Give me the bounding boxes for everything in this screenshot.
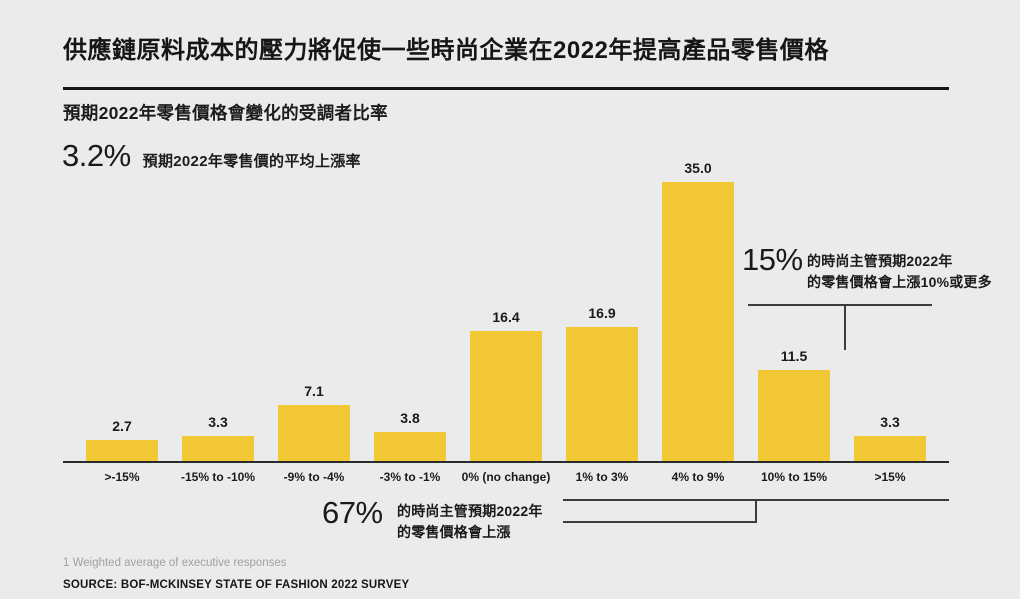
bar (374, 432, 446, 462)
annotation-text-line1: 的時尚主管預期2022年 (807, 253, 953, 269)
source-line: SOURCE: BOF-MCKINSEY STATE OF FASHION 20… (63, 579, 410, 591)
bar-category-label: 4% to 9% (671, 470, 725, 484)
page-title: 供應鏈原料成本的壓力將促使一些時尚企業在2022年提高產品零售價格 (63, 37, 829, 64)
stat-value: 3.2% (62, 138, 131, 173)
bar (566, 327, 638, 462)
bar-value-label: 3.3 (880, 414, 900, 430)
footnote: 1 Weighted average of executive response… (63, 557, 287, 569)
average-increase-stat: 3.2% 預期2022年零售價的平均上漲率 (62, 138, 361, 174)
chart-subtitle: 預期2022年零售價格會變化的受調者比率 (63, 103, 388, 123)
bracket-line (748, 304, 932, 306)
bar-value-label: 3.8 (400, 410, 420, 426)
annotation-value: 67% (322, 495, 383, 530)
stat-label: 預期2022年零售價的平均上漲率 (142, 153, 361, 170)
bracket-tick (755, 499, 757, 523)
bar (470, 331, 542, 462)
bar-category-label: >15% (874, 470, 906, 484)
bar (854, 436, 926, 462)
bar (278, 405, 350, 462)
x-axis-line (63, 461, 949, 463)
bracket-tick (844, 304, 846, 350)
bar (662, 182, 734, 462)
bar-value-label: 3.3 (208, 414, 228, 430)
bar-value-label: 2.7 (112, 418, 132, 434)
annotation-text: 的時尚主管預期2022年 的零售價格會上漲 (397, 501, 543, 543)
bar-value-label: 35.0 (684, 160, 712, 176)
title-divider (63, 87, 949, 90)
bracket-connector-line (563, 521, 755, 523)
bar (758, 370, 830, 462)
bar-value-label: 16.9 (588, 305, 616, 321)
annotation-text-line2: 的零售價格會上漲10%或更多 (807, 274, 992, 290)
annotation-text: 的時尚主管預期2022年 的零售價格會上漲10%或更多 (807, 251, 992, 293)
annotation-value: 15% (742, 242, 803, 277)
bar-category-label: >-15% (104, 470, 140, 484)
annotation-text-line2: 的零售價格會上漲 (397, 524, 511, 540)
bar-value-label: 16.4 (492, 309, 520, 325)
bar-category-label: -15% to -10% (180, 470, 256, 484)
annotation-text-line1: 的時尚主管預期2022年 (397, 503, 543, 519)
bar (86, 440, 158, 462)
bar-category-label: -9% to -4% (283, 470, 345, 484)
bar-category-label: 10% to 15% (760, 470, 828, 484)
bar-value-label: 7.1 (304, 383, 324, 399)
bar-category-label: 0% (no change) (461, 470, 551, 484)
bar (182, 436, 254, 462)
bar-value-label: 11.5 (780, 348, 808, 364)
bar-category-label: -3% to -1% (379, 470, 441, 484)
bar-category-label: 1% to 3% (575, 470, 629, 484)
